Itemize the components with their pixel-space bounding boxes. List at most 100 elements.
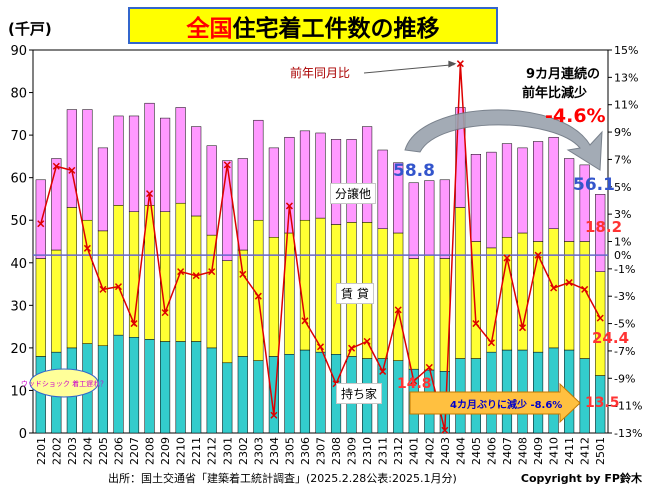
x-axis-tick-label: 2204	[81, 437, 94, 465]
x-axis-tick-label: 2401	[408, 437, 421, 465]
yoy-point	[518, 324, 527, 332]
x-axis-tick-label: 2312	[392, 437, 405, 465]
bar-bunjo	[206, 145, 217, 236]
bar-bunjo	[517, 147, 528, 234]
segment-label-bunjo: 分譲他	[330, 183, 377, 204]
chart-title: 全国 住宅着工件数の推移	[128, 7, 498, 44]
segment-label-mochiie: 持ち家	[336, 383, 383, 404]
value-58-8: 58.8	[393, 161, 435, 181]
trend-arrow	[404, 109, 603, 171]
x-axis-tick-label: 2302	[237, 437, 250, 465]
value-13-5: 13.5	[585, 395, 620, 411]
yoy-point	[550, 284, 558, 292]
value-14-8: 14.8	[397, 376, 432, 392]
yoy-point	[239, 270, 247, 278]
decline-banner-text: 4カ月ぶりに減少 -8.6%	[450, 398, 562, 411]
bar-chintai	[517, 232, 528, 351]
bar-bunjo	[330, 139, 342, 225]
yoy-point	[425, 363, 433, 371]
x-axis-tick-label: 2409	[532, 437, 545, 465]
x-axis-tick-label: 2201	[35, 437, 48, 465]
bar-bunjo	[175, 107, 186, 204]
bar-bunjo	[346, 139, 357, 223]
bar-mochiie	[222, 362, 233, 434]
left-axis-tick-label: 90	[10, 44, 27, 59]
bar-mochiie	[237, 356, 248, 434]
bar-bunjo	[486, 151, 497, 249]
yoy-point	[146, 190, 154, 198]
bar-bunjo	[268, 147, 279, 238]
x-axis-tick-label: 2305	[283, 437, 296, 465]
bar-mochiie	[253, 360, 264, 434]
right-axis-tick-label: 13%	[614, 71, 638, 84]
yoy-point	[285, 202, 293, 210]
right-axis-tick-label: -11%	[614, 400, 642, 413]
bar-bunjo	[284, 136, 295, 234]
bar-bunjo	[595, 194, 606, 272]
yoy-point	[534, 251, 542, 259]
yoy-point	[208, 268, 216, 276]
yoy-point	[192, 272, 200, 280]
x-axis-tick-label: 2309	[346, 437, 359, 465]
x-axis-tick-label: 2203	[66, 437, 79, 465]
x-axis-tick-label: 2202	[50, 437, 63, 465]
bar-chintai	[424, 254, 435, 371]
x-axis-tick-label: 2208	[144, 437, 157, 465]
x-axis-tick-label: 2304	[268, 437, 281, 465]
yoy-latest-value: -4.6%	[545, 105, 606, 127]
bar-chintai	[191, 215, 202, 342]
right-axis-zero-label: 0%	[614, 249, 631, 262]
bar-bunjo	[501, 143, 513, 238]
bar-mochiie	[284, 354, 295, 434]
bar-bunjo	[113, 115, 124, 206]
x-axis-tick-label: 2501	[594, 437, 607, 465]
yoy-point	[254, 292, 262, 300]
bar-chintai	[393, 232, 404, 361]
bar-mochiie	[299, 349, 311, 434]
bar-bunjo	[160, 117, 171, 212]
x-axis-tick-label: 2211	[190, 437, 203, 465]
right-axis-tick-label: -3%	[614, 290, 635, 303]
value-18-2: 18.2	[585, 218, 622, 236]
bar-bunjo	[66, 109, 77, 208]
x-axis-tick-label: 2306	[299, 437, 312, 465]
value-56-1: 56.1	[573, 175, 615, 195]
bar-chintai	[222, 260, 233, 364]
bar-bunjo	[548, 136, 559, 229]
bar-mochiie	[144, 339, 155, 434]
bar-bunjo	[533, 141, 544, 242]
bar-bunjo	[393, 162, 404, 234]
bar-bunjo	[35, 179, 46, 259]
bar-bunjo	[564, 158, 575, 242]
bar-mochiie	[160, 341, 171, 434]
right-axis-tick-label: 3%	[614, 208, 631, 221]
x-axis-tick-label: 2310	[361, 437, 374, 465]
yoy-point	[596, 314, 604, 322]
bar-chintai	[595, 271, 606, 376]
x-axis-tick-label: 2402	[423, 437, 436, 465]
right-axis-tick-label: 1%	[614, 236, 631, 249]
bar-chintai	[113, 205, 124, 336]
yoy-point	[441, 426, 449, 434]
bar-mochiie	[128, 337, 140, 434]
left-axis-tick-label: 0	[19, 427, 27, 442]
bar-mochiie	[175, 341, 186, 434]
x-axis-tick-label: 2212	[206, 437, 219, 465]
yoy-point	[472, 320, 480, 328]
bar-bunjo	[222, 160, 233, 261]
bar-bunjo	[579, 164, 590, 242]
yoy-point	[456, 60, 464, 68]
yoy-point	[270, 411, 278, 419]
bar-mochiie	[191, 341, 202, 434]
x-axis-tick-label: 2206	[112, 437, 125, 465]
bar-bunjo	[470, 154, 481, 242]
yoy-point	[379, 367, 387, 375]
bar-chintai	[501, 236, 513, 351]
x-axis-tick-label: 2412	[579, 437, 592, 465]
bar-mochiie	[206, 347, 217, 434]
streak-line2: 前年比減少	[522, 85, 587, 101]
woodshock-bubble-text: ウッドショック 着工遅れ？	[21, 379, 107, 388]
bar-mochiie	[97, 345, 109, 434]
yoy-label: 前年同月比	[290, 65, 350, 80]
